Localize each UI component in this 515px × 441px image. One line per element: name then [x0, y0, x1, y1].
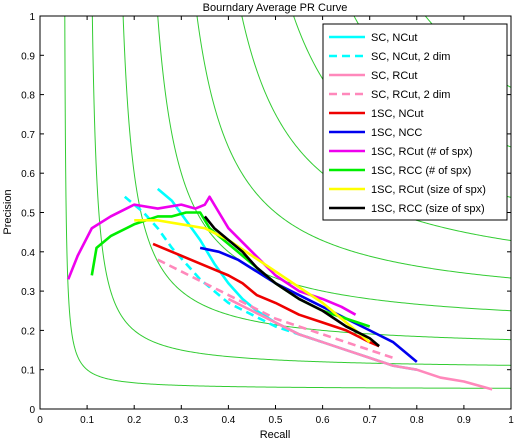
chart-title: Bourndary Average PR Curve	[203, 2, 348, 14]
x-tick-label: 0.2	[127, 415, 141, 426]
x-tick-label: 0.1	[80, 415, 94, 426]
y-tick-label: 0.6	[21, 169, 35, 180]
x-tick-label: 1	[508, 415, 514, 426]
y-tick-label: 0.4	[21, 248, 35, 259]
x-tick-label: 0.7	[363, 415, 377, 426]
y-tick-label: 0.3	[21, 287, 35, 298]
legend-label: 1SC, RCC (size of spx)	[371, 203, 485, 215]
series-line-9	[134, 219, 371, 344]
legend-label: 1SC, RCut (# of spx)	[371, 146, 472, 158]
x-tick-label: 0.8	[410, 415, 424, 426]
x-tick-label: 0.6	[316, 415, 330, 426]
iso-f-curve-6	[241, 16, 511, 242]
y-axis-label: Precision	[2, 189, 14, 234]
series-line-5	[152, 242, 380, 348]
legend-label: 1SC, NCut	[371, 108, 424, 120]
y-tick-label: 0.7	[21, 130, 35, 141]
legend-label: SC, RCut, 2 dim	[371, 89, 450, 101]
x-tick-label: 0.3	[174, 415, 188, 426]
series-line-10	[203, 215, 380, 348]
series-line-4	[157, 258, 394, 360]
series-line-3	[227, 297, 493, 391]
iso-f-curve-3	[122, 16, 511, 341]
x-axis-label: Recall	[260, 429, 291, 441]
legend-box	[322, 23, 508, 221]
y-tick-label: 0.8	[21, 91, 35, 102]
iso-f-curve-5	[196, 16, 511, 279]
iso-f-curve-1	[64, 16, 511, 389]
y-tick-label: 0.1	[21, 366, 35, 377]
legend-label: 1SC, RCC (# of spx)	[371, 165, 471, 177]
axis-ticks: 0 0.1 0.2 0.3 0.4 0.5 0.6 0.7 0.8 0.9 1 0 0.1 0.2 0.3 0…	[21, 12, 514, 426]
y-tick-label: 0.5	[21, 209, 35, 220]
series-lines	[67, 187, 493, 391]
y-tick-label: 1	[29, 12, 35, 23]
x-tick-label: 0	[37, 415, 43, 426]
iso-f-curve-2	[91, 16, 511, 366]
series-line-7	[67, 195, 357, 316]
y-tick-label: 0	[29, 405, 35, 416]
legend-label: SC, NCut, 2 dim	[371, 51, 450, 63]
series-line-6	[199, 246, 418, 363]
y-tick-label: 0.2	[21, 326, 35, 337]
legend-label: SC, NCut	[371, 32, 417, 44]
x-tick-label: 0.4	[221, 415, 235, 426]
legend-label: 1SC, NCC	[371, 127, 422, 139]
legend-label: 1SC, RCut (size of spx)	[371, 184, 486, 196]
legend: SC, NCut SC, NCut, 2 dim SC, RCut SC, RCut,…	[322, 23, 508, 221]
y-tick-label: 0.9	[21, 51, 35, 62]
x-tick-label: 0.9	[457, 415, 471, 426]
legend-label: SC, RCut	[371, 70, 417, 82]
x-tick-label: 0.5	[269, 415, 283, 426]
